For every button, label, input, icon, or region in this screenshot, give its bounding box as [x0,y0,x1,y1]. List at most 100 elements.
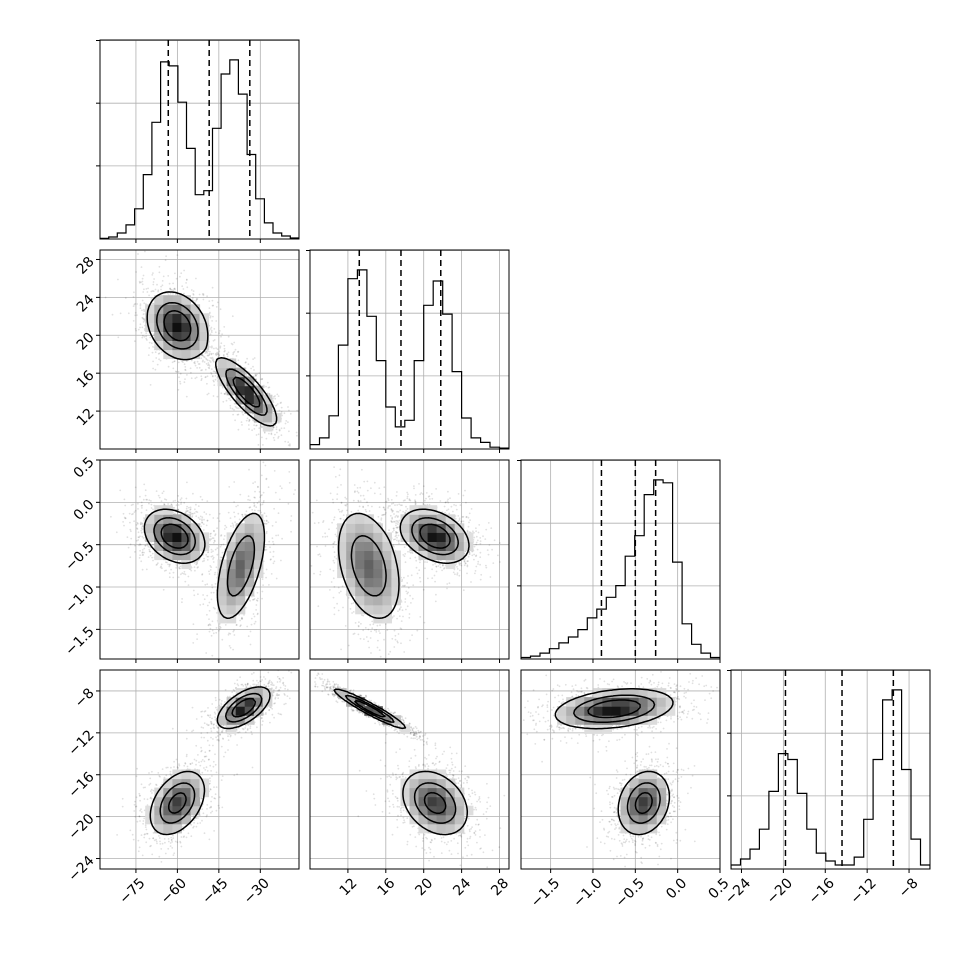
scatter-point [139,495,141,498]
scatter-point [420,492,423,494]
scatter-point [285,420,288,422]
scatter-point [173,506,176,509]
scatter-point [268,393,271,395]
density-contour [143,508,266,619]
scatter-point [148,347,151,349]
scatter-point [165,569,168,572]
scatter-point [220,534,223,536]
scatter-point [191,297,194,299]
scatter-point [142,553,145,556]
scatter-point [216,517,219,519]
scatter-point [201,354,204,356]
scatter-point [324,536,327,538]
scatter-point [231,343,234,346]
scatter-point [156,563,159,566]
scatter-point [333,542,335,545]
scatter-point [205,524,208,527]
scatter-point [185,360,188,362]
scatter-point [268,393,271,396]
scatter-point [317,521,320,524]
scatter-point [212,358,215,360]
scatter-point [406,582,409,584]
scatter-point [233,341,236,344]
density-cell [235,523,246,533]
scatter-point [168,572,171,575]
scatter-point [245,606,247,609]
scatter-point [174,288,176,291]
scatter-point [209,346,212,348]
scatter-point [150,507,153,509]
scatter-point [294,457,296,459]
scatter-point [133,291,135,294]
density-cell [262,412,273,423]
scatter-point [247,375,250,377]
scatter-point [404,561,407,564]
scatter-point [215,352,218,355]
scatter-point [208,367,211,370]
scatter-point [277,534,280,537]
scatter-point [203,511,206,514]
scatter-point [216,348,219,351]
scatter-point [391,521,394,523]
scatter-point [211,629,214,632]
scatter-point [275,404,278,407]
scatter-point [215,631,218,634]
scatter-point [205,362,208,365]
density-cell [154,331,164,341]
scatter-point [141,326,144,329]
scatter-point [400,606,402,608]
scatter-point [132,320,135,322]
scatter-point [403,576,405,579]
scatter-point [201,498,204,501]
scatter-point [194,508,196,511]
scatter-point [155,564,158,566]
scatter-point [215,612,218,614]
scatter-point [228,645,231,647]
scatter-point [192,589,195,592]
scatter-point [202,529,205,531]
scatter-point [356,490,359,493]
scatter-point [255,424,257,427]
density-cell [172,331,182,341]
scatter-point [395,531,398,533]
density-cell [163,331,173,341]
scatter-point [253,504,256,507]
scatter-point [164,259,167,262]
scatter-point [249,506,252,508]
scatter-point [205,554,208,556]
scatter-point [210,357,213,360]
scatter-point [210,326,213,329]
scatter-point [141,507,143,509]
scatter-point [223,347,226,350]
scatter-panel-0-2 [100,460,299,659]
scatter-point [214,353,217,356]
scatter-point [208,307,211,309]
scatter-point [156,363,159,366]
scatter-point [396,641,399,644]
density-contour [156,301,268,416]
density-cell [226,367,237,378]
scatter-point [196,633,199,635]
scatter-point [256,600,259,602]
scatter-point [140,511,143,514]
scatter-point [203,356,206,359]
scatter-point [137,328,140,331]
scatter-point [260,474,263,477]
scatter-point [201,521,204,524]
scatter-point [418,569,421,572]
scatter-point [487,553,490,556]
scatter-point [205,376,207,378]
scatter-point [233,481,236,483]
scatter-point [139,535,141,538]
scatter-point [142,318,145,321]
scatter-point [337,508,340,511]
scatter-point [410,602,412,604]
scatter-point [196,367,199,369]
scatter-point [271,524,274,527]
scatter-point [190,371,192,374]
marks-layer: 1216202428−1.5−1.0−0.50.00.5−24−20−16−12… [62,39,931,911]
scatter-point [416,572,419,575]
scatter-point [174,499,177,502]
panel-frame [99,39,300,240]
density-cell [226,550,237,561]
